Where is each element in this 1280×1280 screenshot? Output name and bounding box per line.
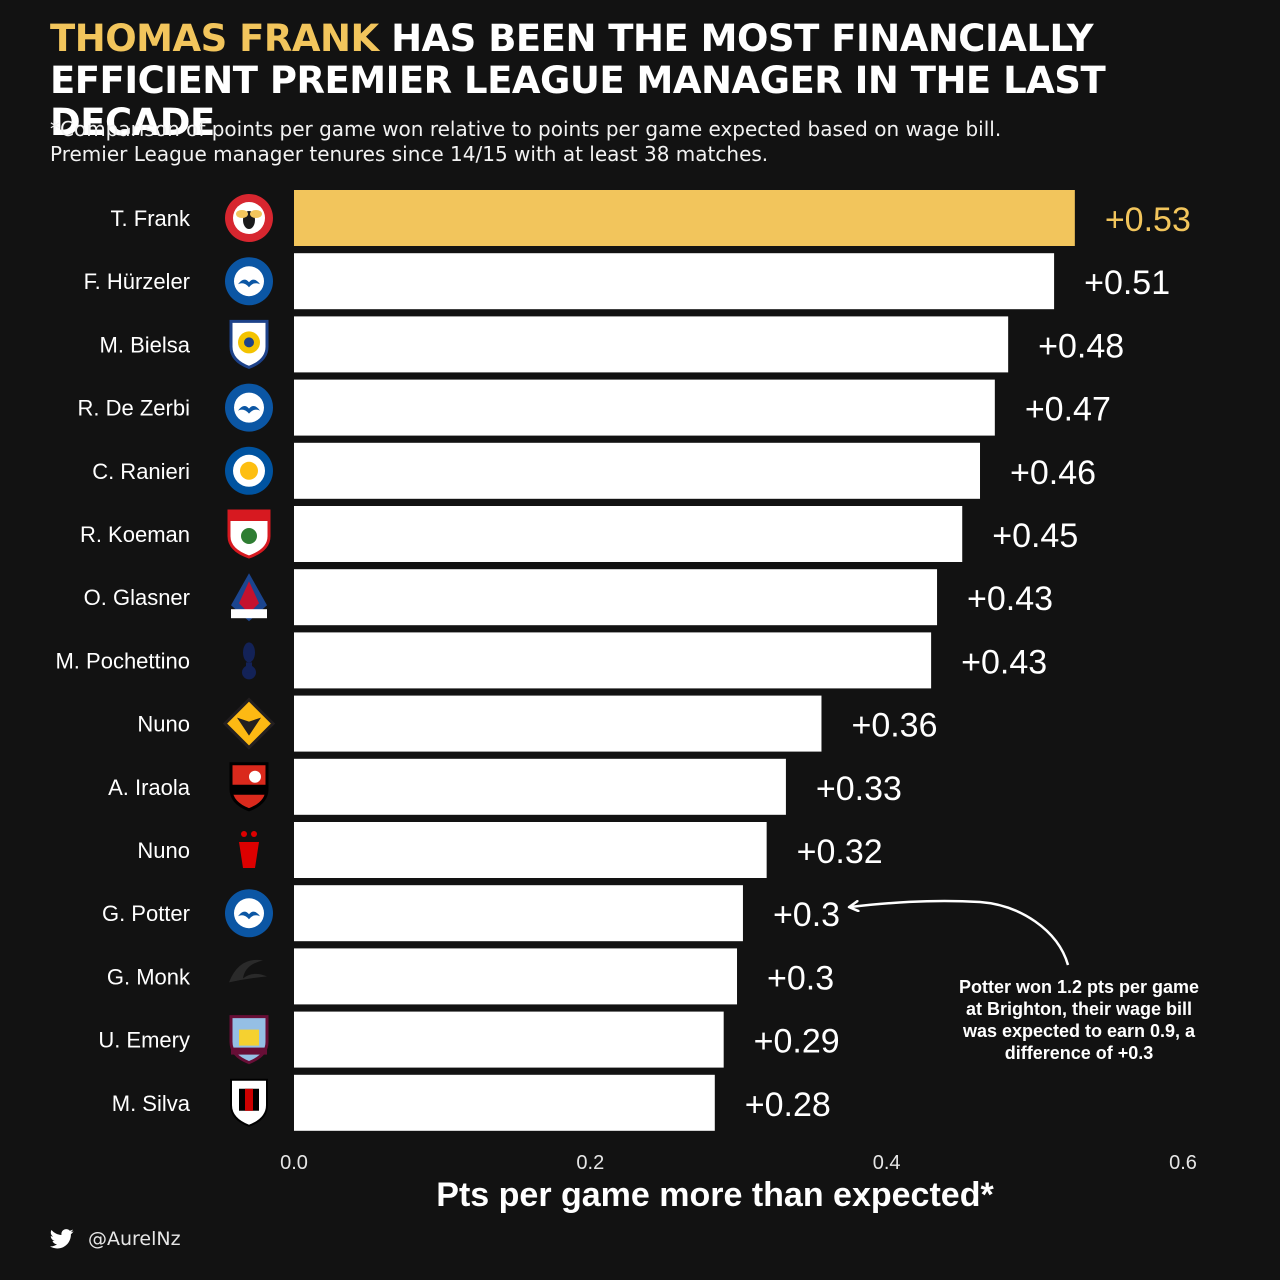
bar-1 — [294, 253, 1055, 310]
title-rest: HAS BEEN THE MOST FINANCIALLY EFFICIENT … — [50, 17, 1106, 144]
x-tick-label: 0.2 — [576, 1152, 604, 1174]
manager-label: F. Hürzeler — [84, 269, 190, 294]
swansea-badge-icon — [229, 959, 267, 983]
value-label: +0.33 — [816, 770, 902, 808]
manager-label: Nuno — [137, 712, 190, 737]
bar-3 — [294, 379, 995, 436]
footer: @AurelNz — [50, 1226, 181, 1252]
brighton-badge-icon — [225, 383, 273, 432]
bar-6 — [294, 569, 938, 626]
value-label: +0.43 — [967, 580, 1053, 618]
x-tick-label: 0.6 — [1169, 1152, 1197, 1174]
manager-label: M. Pochettino — [55, 648, 190, 673]
southampton-badge-icon — [227, 509, 271, 559]
nottingham-forest-badge-icon — [239, 831, 259, 868]
crystal-palace-badge-icon — [231, 573, 267, 622]
value-label: +0.53 — [1105, 201, 1191, 239]
x-tick-label: 0.4 — [873, 1152, 901, 1174]
bar-2 — [294, 316, 1009, 373]
manager-label: G. Potter — [102, 901, 190, 926]
annotation-line: was expected to earn 0.9, a — [962, 1021, 1196, 1041]
leeds-badge-icon — [229, 319, 269, 370]
manager-label: C. Ranieri — [92, 459, 190, 484]
bar-9 — [294, 758, 786, 815]
value-label: +0.47 — [1025, 391, 1111, 429]
fulham-badge-icon — [230, 1078, 268, 1127]
chart-subtitle: *Comparison of points per game won relat… — [50, 117, 1250, 167]
value-label: +0.51 — [1084, 264, 1170, 302]
row-labels-layer: T. Frank F. Hürzeler M. Bielsa R. De Zerbi C… — [55, 194, 276, 1127]
value-label: +0.3 — [767, 959, 834, 997]
bournemouth-badge-icon — [229, 762, 269, 812]
value-label: +0.45 — [992, 517, 1078, 555]
manager-label: G. Monk — [107, 964, 191, 989]
title-highlight: THOMAS FRANK — [50, 17, 379, 60]
manager-label: R. Koeman — [80, 522, 190, 547]
value-label: +0.43 — [961, 643, 1047, 681]
manager-label: O. Glasner — [84, 585, 190, 610]
leicester-badge-icon — [225, 446, 273, 495]
manager-label: R. De Zerbi — [78, 396, 190, 421]
brentford-badge-icon — [225, 194, 273, 242]
value-label: +0.36 — [851, 707, 937, 745]
value-label: +0.46 — [1010, 454, 1096, 492]
subtitle-line-2: Premier League manager tenures since 14/… — [50, 142, 769, 166]
bar-13 — [294, 1011, 724, 1068]
bars-layer: +0.53 +0.51 +0.48 +0.47 +0.46 +0.45 +0.43 +0.43… — [294, 190, 1191, 1131]
bar-12 — [294, 948, 738, 1005]
twitter-bird-icon[interactable] — [50, 1229, 74, 1249]
manager-label: M. Bielsa — [100, 332, 191, 357]
bar-10 — [294, 822, 767, 878]
bar-0 — [294, 190, 1075, 246]
x-axis-label: Pts per game more than expected* — [436, 1176, 994, 1214]
bar-5 — [294, 506, 963, 562]
annotation-arrow — [850, 899, 1070, 966]
x-axis-ticks-layer: 0.0 0.2 0.4 0.6 — [280, 1152, 1197, 1174]
manager-label: U. Emery — [98, 1028, 190, 1053]
value-label: +0.29 — [754, 1023, 840, 1061]
aston-villa-badge-icon — [229, 1015, 269, 1065]
bar-7 — [294, 632, 932, 689]
bar-14 — [294, 1074, 715, 1131]
chart-title: THOMAS FRANK HAS BEEN THE MOST FINANCIAL… — [50, 18, 1270, 144]
value-label: +0.28 — [745, 1086, 831, 1124]
tottenham-badge-icon — [242, 642, 256, 680]
subtitle-line-1: *Comparison of points per game won relat… — [50, 117, 1002, 141]
bar-11 — [294, 885, 743, 942]
manager-label: M. Silva — [112, 1091, 191, 1116]
bar-4 — [294, 442, 981, 499]
annotation-line: Potter won 1.2 pts per game — [959, 977, 1199, 997]
bar-8 — [294, 695, 822, 752]
annotation-line: at Brighton, their wage bill — [966, 999, 1192, 1019]
manager-label: T. Frank — [111, 206, 191, 231]
twitter-handle[interactable]: @AurelNz — [88, 1228, 181, 1250]
value-label: +0.3 — [773, 896, 840, 934]
manager-label: Nuno — [137, 838, 190, 863]
brighton-badge-icon — [225, 889, 273, 938]
x-tick-label: 0.0 — [280, 1152, 308, 1174]
value-label: +0.48 — [1038, 327, 1124, 365]
manager-label: A. Iraola — [108, 775, 191, 800]
value-label: +0.32 — [797, 833, 883, 871]
annotation-line: difference of +0.3 — [1005, 1043, 1154, 1063]
wolves-badge-icon — [222, 697, 276, 750]
brighton-badge-icon — [225, 257, 273, 306]
